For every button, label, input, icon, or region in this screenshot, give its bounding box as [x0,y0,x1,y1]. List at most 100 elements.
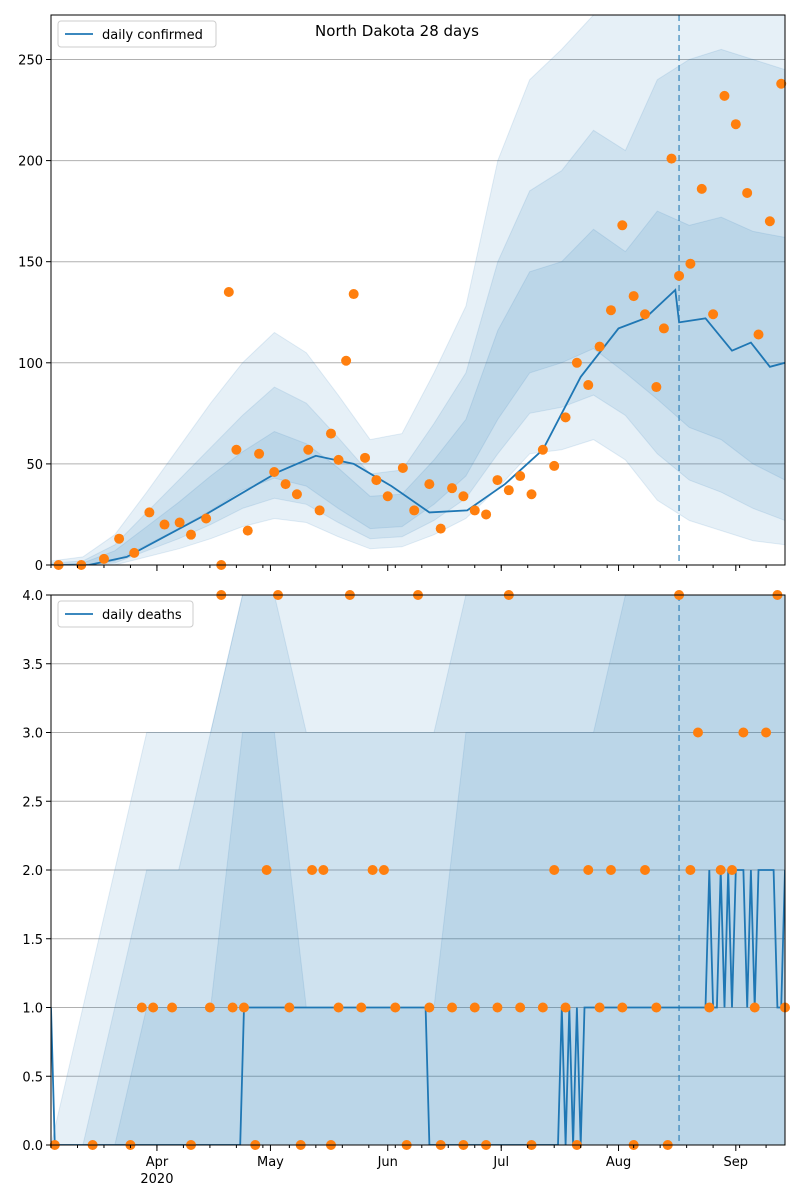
data-point [727,865,738,875]
data-point [685,258,696,269]
data-point [651,1002,662,1013]
y-tick-label: 3.5 [22,658,43,673]
data-point [719,90,730,101]
data-point [261,865,272,875]
data-point [333,454,344,465]
legend-label: daily deaths [102,608,182,623]
legend: daily confirmed [57,20,217,48]
data-point [761,727,772,738]
y-tick-label: 2.5 [22,795,43,810]
data-point [583,380,594,391]
data-points [53,78,787,570]
data-point [704,1002,715,1013]
y-tick-label: 150 [18,256,43,271]
data-point [409,505,420,516]
plot-content [51,15,785,565]
y-tick-label: 50 [26,458,43,473]
data-point [651,382,662,393]
data-point [167,1002,178,1013]
uncertainty-band-inner [51,210,785,565]
data-point [515,1002,526,1013]
data-point [114,533,125,544]
legend-box [57,20,217,48]
data-point [666,153,677,164]
data-point [738,727,749,738]
data-point [458,491,469,502]
confirmed-chart-panel: 0 50 100 150 200 250 daily confirmed [18,14,787,574]
data-point [515,471,526,482]
x-tick-label: Jun [377,1155,398,1170]
y-tick-label: 1.5 [22,933,43,948]
data-point [204,1002,215,1013]
data-point [129,547,140,558]
data-point [594,341,605,352]
data-point [307,865,318,875]
data-point [753,329,764,340]
uncertainty-band-middle [51,48,785,565]
data-point [549,460,560,471]
data-point [481,509,492,520]
data-point [371,475,382,486]
data-point [640,865,651,875]
data-point [560,1002,571,1013]
data-point [254,448,265,459]
data-point [692,727,703,738]
data-point [314,505,325,516]
data-point [174,517,185,528]
series-line [51,288,785,565]
data-point [560,412,571,423]
data-point [378,865,389,875]
data-point [424,479,435,490]
data-point [749,1002,760,1013]
data-point [469,505,480,516]
y-tick-label: 0.0 [22,1139,43,1154]
y-tick-label: 3.0 [22,727,43,742]
data-point [136,1002,147,1013]
data-point [397,462,408,473]
figure-title: North Dakota 28 days [315,22,479,40]
data-point [594,1002,605,1013]
data-point [658,323,669,334]
data-point [617,1002,628,1013]
data-point [447,483,458,494]
data-point [424,1002,435,1013]
data-point [325,428,336,439]
x-tick-label: Apr [146,1155,169,1170]
uncertainty-band-outer [51,15,785,565]
data-point [227,1002,238,1013]
y-tick-label: 250 [18,53,43,68]
data-point [348,289,359,300]
data-point [223,287,234,298]
data-point [291,489,302,500]
data-point [242,525,253,536]
y-tick-label: 4.0 [22,589,43,604]
data-point [185,529,196,540]
data-point [367,865,378,875]
x-tick-label: May [257,1155,284,1170]
x-tick-label: Sep [724,1155,749,1170]
data-point [447,1002,458,1013]
y-tick-label: 0 [35,559,43,574]
data-point [318,865,329,875]
x-tick-label: Jul [492,1155,509,1170]
data-point [148,1002,159,1013]
data-point [685,865,696,875]
data-point [571,357,582,368]
legend: daily deaths [57,600,194,628]
y-tick-label: 200 [18,155,43,170]
plot-content [51,595,785,1145]
data-point [333,1002,344,1013]
data-point [284,1002,295,1013]
y-tick-label: 1.0 [22,1002,43,1017]
data-point [269,466,280,477]
data-point [201,513,212,524]
series-line [51,869,785,1145]
data-point [537,444,548,455]
legend-box [57,600,194,628]
data-point [526,489,537,500]
y-tick-label: 100 [18,357,43,372]
data-point [742,187,753,198]
data-point [674,270,685,281]
data-point [537,1002,548,1013]
